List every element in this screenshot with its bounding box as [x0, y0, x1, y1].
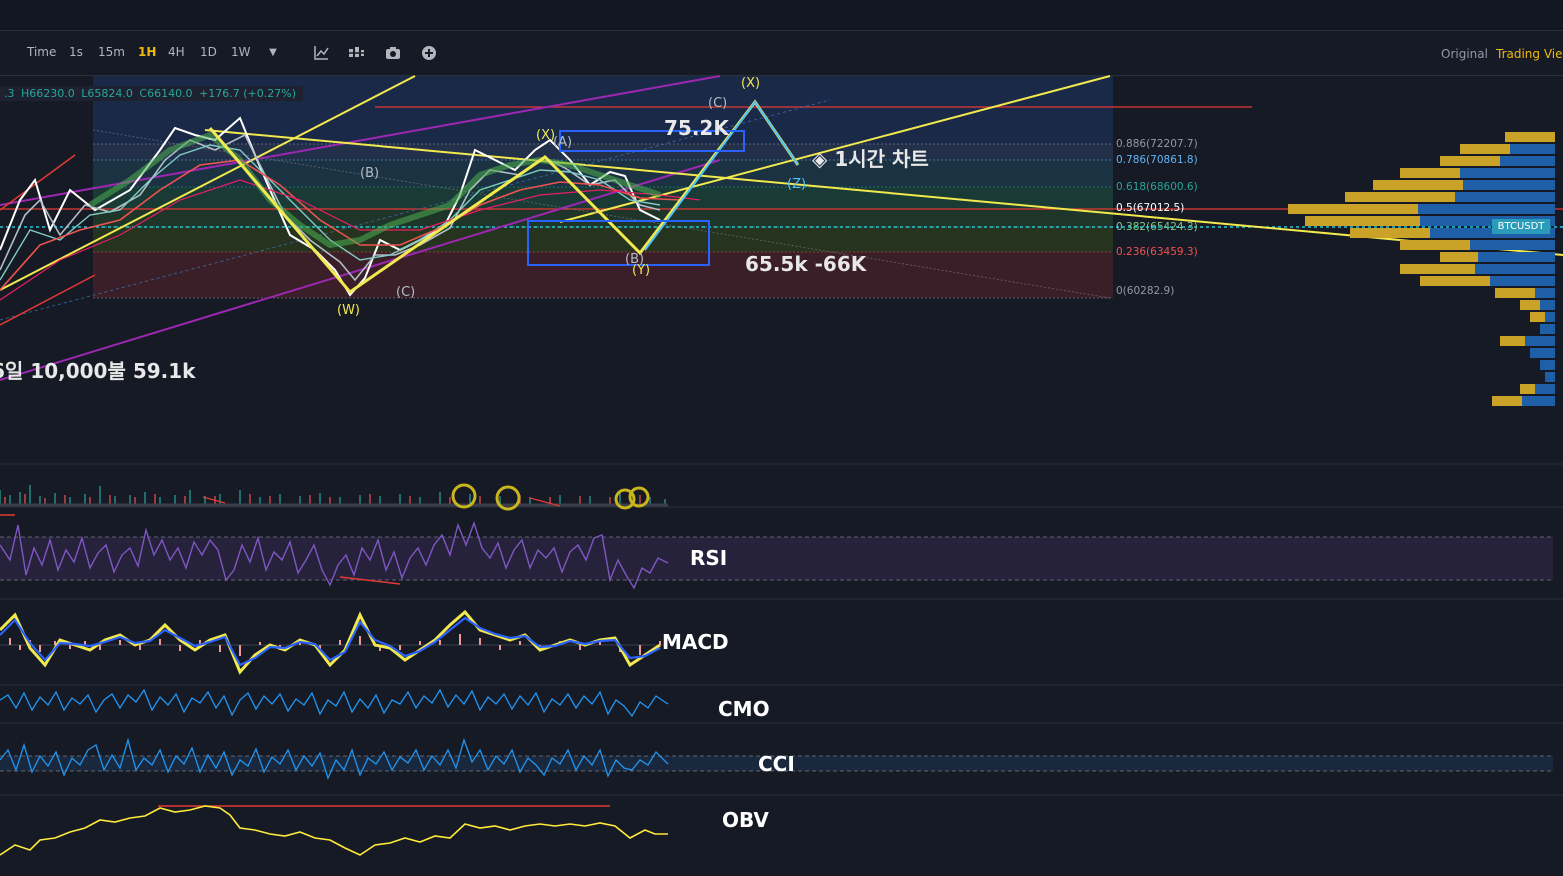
macd-panel: [0, 609, 668, 675]
fib-label-0382: 0.382(65424.3): [1116, 221, 1198, 233]
timeframe-1h[interactable]: 1H: [138, 45, 157, 59]
wave-label-w: (W): [337, 303, 360, 318]
obv-label: OBV: [722, 808, 769, 832]
chart-note-label[interactable]: ◈ 1시간 차트: [812, 147, 929, 171]
trendline-3[interactable]: [559, 75, 1111, 223]
ohlc-legend: .3 H66230.0 L65824.0 C66140.0 +176.7 (+0…: [0, 86, 304, 101]
fib-label-0786: 0.786(70861.8): [1116, 154, 1198, 166]
add-icon[interactable]: [420, 44, 438, 62]
price-lines: [0, 116, 701, 301]
wave-label-b1: (B): [360, 166, 380, 181]
chevron-down-icon[interactable]: ▼: [269, 47, 277, 58]
channel-lower-line[interactable]: [0, 159, 721, 381]
wave-label-y: (Y): [632, 263, 651, 278]
ohlc-open: .3: [4, 87, 15, 100]
macd-label: MACD: [662, 630, 729, 654]
wave-label-x1: (X): [536, 128, 556, 143]
cmo-label: CMO: [718, 697, 770, 721]
rsi-panel: [0, 514, 1553, 590]
wave-label-c2: (C): [708, 96, 728, 111]
ohlc-change: +176.7 (+0.27%): [199, 87, 297, 100]
view-original[interactable]: Original: [1441, 47, 1488, 61]
fib-label-0236: 0.236(63459.3): [1116, 246, 1198, 258]
trendline-2[interactable]: [204, 129, 1563, 256]
rsi-label: RSI: [690, 546, 728, 570]
view-trading-view[interactable]: Trading View: [1496, 47, 1563, 61]
fib-label-0618: 0.618(68600.6): [1116, 181, 1198, 193]
volume-panel: [0, 483, 668, 511]
wave-label-a: (A): [553, 135, 573, 150]
timeframe-time[interactable]: Time: [27, 45, 57, 59]
volume-profile: [1288, 132, 1555, 406]
target-high-label[interactable]: 75.2K: [664, 116, 729, 140]
support-box[interactable]: [527, 220, 710, 266]
ohlc-close: C66140.0: [139, 87, 193, 100]
wave-label-c1: (C): [396, 285, 416, 300]
cmo-panel: [0, 688, 669, 718]
wave-label-z: (Z): [787, 177, 807, 192]
wave-label-x2: (X): [741, 76, 761, 91]
trendline-1[interactable]: [0, 75, 416, 291]
left-note-label[interactable]: 6일 10,000불 59.1k: [0, 359, 196, 383]
fib-label-0: 0(60282.9): [1116, 285, 1175, 297]
timeframe-1w[interactable]: 1W: [231, 45, 251, 59]
cci-label: CCI: [758, 752, 795, 776]
fib-label-0886: 0.886(72207.7): [1116, 138, 1198, 150]
chart-toolbar: [0, 31, 1563, 76]
target-box[interactable]: [559, 130, 745, 152]
elliott-wave-projection[interactable]: [644, 100, 799, 251]
indicator-chart-icon[interactable]: [312, 44, 330, 62]
ohlc-high: H66230.0: [21, 87, 75, 100]
timeframe-15m[interactable]: 15m: [98, 45, 125, 59]
ohlc-low: L65824.0: [81, 87, 133, 100]
obv-panel: [0, 805, 668, 856]
timeframe-1s[interactable]: 1s: [69, 45, 83, 59]
cci-panel: [0, 737, 1553, 780]
symbol-price-tag: BTCUSDT: [1492, 219, 1550, 234]
wave-label-b2: (B): [625, 252, 645, 267]
fib-label-05: 0.5(67012.5): [1116, 202, 1185, 214]
support-zone-label[interactable]: 65.5k -66K: [745, 252, 867, 276]
candle-settings-icon[interactable]: [347, 44, 365, 62]
timeframe-1d[interactable]: 1D: [200, 45, 217, 59]
timeframe-4h[interactable]: 4H: [168, 45, 185, 59]
camera-icon[interactable]: [384, 44, 402, 62]
top-bar: [0, 0, 1563, 31]
